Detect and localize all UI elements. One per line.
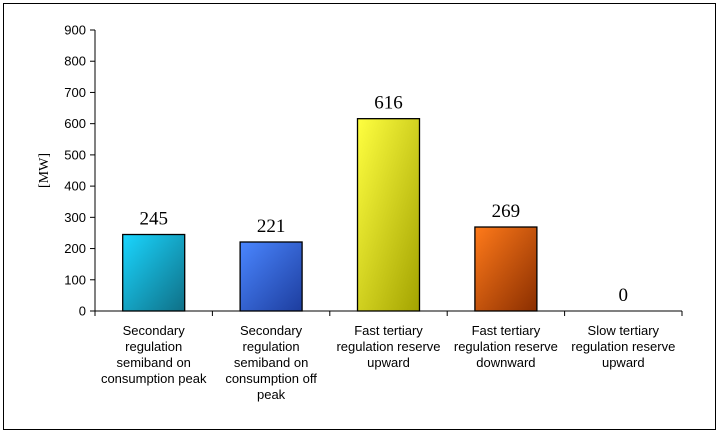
y-tick-label: 700 — [64, 85, 86, 100]
y-axis-label: [MW] — [37, 153, 52, 188]
x-category-label: Fast tertiary regulation reserve upward — [336, 323, 440, 370]
y-tick-label: 600 — [64, 116, 86, 131]
y-tick-label: 0 — [79, 304, 86, 319]
y-tick-label: 300 — [64, 210, 86, 225]
x-category-label: Fast tertiary regulation reserve downward — [454, 323, 558, 370]
x-category-label: Slow tertiary regulation reserve upward — [571, 323, 675, 370]
data-label: 269 — [492, 201, 521, 222]
data-label: 221 — [257, 216, 286, 237]
bar — [356, 118, 421, 312]
y-tick-label: 500 — [64, 147, 86, 162]
data-label: 0 — [619, 285, 629, 306]
y-tick-label: 800 — [64, 54, 86, 69]
bar — [122, 233, 186, 312]
y-tick-label: 100 — [64, 272, 86, 287]
data-label: 616 — [374, 93, 403, 114]
x-category-label: Secondary regulation semiband on consumptio… — [101, 323, 207, 386]
y-tick-label: 200 — [64, 241, 86, 256]
x-category-label: Secondary regulation semiband on consumptio… — [225, 323, 317, 402]
y-tick-label: 900 — [64, 23, 86, 38]
bar — [239, 241, 303, 312]
y-tick-label: 400 — [64, 179, 86, 194]
bar — [474, 226, 538, 312]
data-label: 245 — [139, 209, 168, 230]
